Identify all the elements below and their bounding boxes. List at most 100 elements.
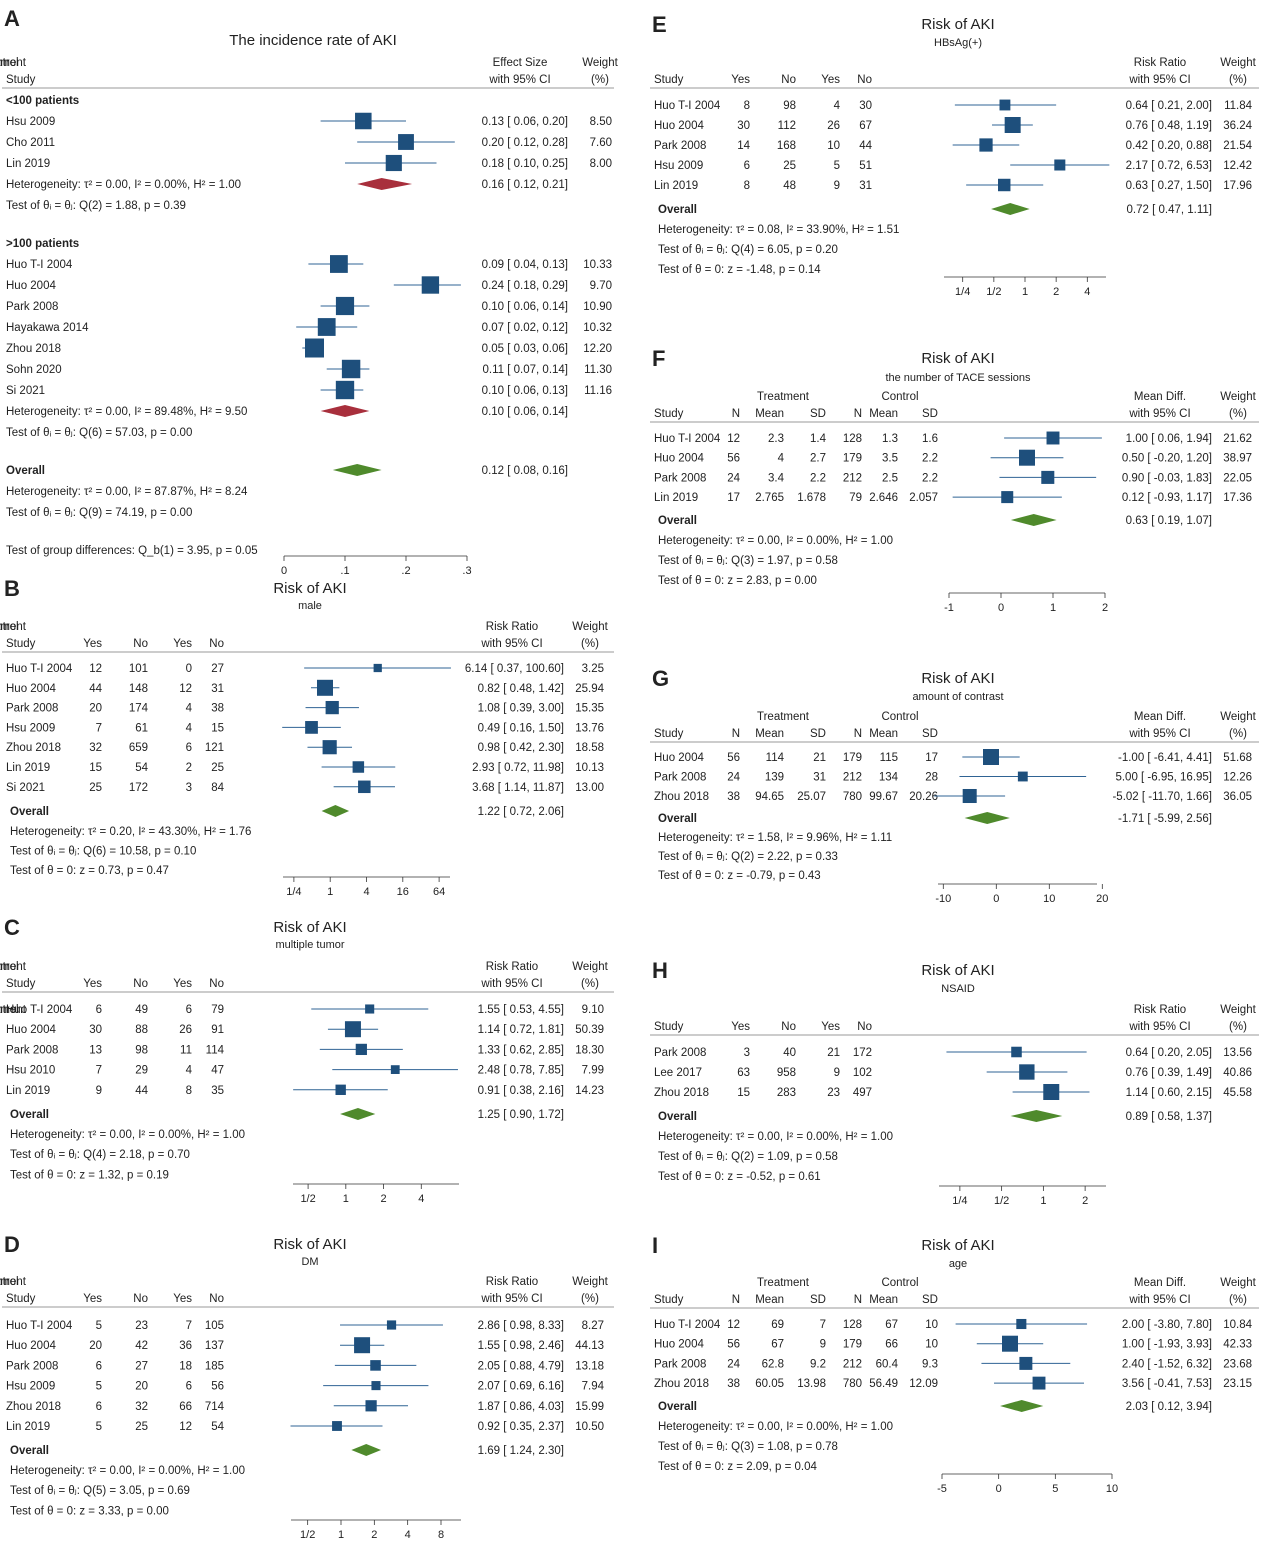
- panel-title: Risk of AKI: [921, 670, 994, 687]
- study-box: [390, 1065, 400, 1074]
- overall-effect-ci: 1.69 [ 1.24, 2.30]: [478, 1445, 564, 1457]
- weight: 17.36: [1223, 492, 1252, 504]
- count-cell: 9.3: [922, 1358, 938, 1370]
- header-effect-ci: with 95% CI: [480, 638, 542, 650]
- test-stat: Test of θ = 0: z = 3.33, p = 0.00: [10, 1505, 169, 1517]
- overall-label: Overall: [658, 813, 697, 825]
- panel-letter: H: [652, 958, 668, 983]
- panel-letter: I: [652, 1233, 658, 1258]
- header-effect-ci: with 95% CI: [1128, 728, 1190, 740]
- axis-tick-label: 1: [327, 886, 333, 898]
- count-cell: 4: [778, 453, 785, 465]
- panel-f: F Risk of AKI the number of TACE sessions S…: [650, 346, 1259, 614]
- panel-g: G Risk of AKI amount of contrast Study Mean …: [650, 666, 1259, 905]
- effect-ci: 1.14 [ 0.60, 2.15]: [1126, 1087, 1212, 1099]
- panel-title: Risk of AKI: [921, 1237, 994, 1254]
- axis-tick-label: 64: [433, 886, 445, 898]
- axis-tick-label: 1/4: [955, 286, 970, 298]
- header-weight: Weight: [1220, 1277, 1256, 1289]
- count-cell: 10: [827, 140, 840, 152]
- weight: 18.30: [575, 1044, 604, 1056]
- count-cell: 21: [813, 752, 826, 764]
- weight: 7.99: [582, 1065, 604, 1077]
- weight: 36.24: [1223, 120, 1252, 132]
- weight: 21.62: [1223, 433, 1252, 445]
- effect-ci: 0.76 [ 0.39, 1.49]: [1126, 1067, 1212, 1079]
- count-cell: 179: [843, 752, 862, 764]
- study-label: Huo 2004: [654, 453, 704, 465]
- axis-tick-label: 1: [1022, 286, 1028, 298]
- study-box: [398, 134, 414, 150]
- study-box: [1017, 771, 1028, 782]
- study-label: Lin 2019: [654, 492, 698, 504]
- axis-tick-label: 2: [1102, 602, 1108, 614]
- count-cell: 35: [211, 1085, 224, 1097]
- weight: 12.42: [1223, 160, 1252, 172]
- study-box: [1019, 1064, 1035, 1080]
- count-cell: 91: [211, 1024, 224, 1036]
- study-box: [373, 663, 382, 673]
- count-cell: 3.5: [882, 453, 898, 465]
- study-label: Si 2021: [6, 782, 45, 794]
- study-box: [335, 1084, 346, 1095]
- weight: 15.99: [575, 1401, 604, 1413]
- study-box: [325, 700, 339, 715]
- axis-tick-label: 1/2: [300, 1193, 315, 1205]
- axis-tick-label: -5: [937, 1483, 947, 1495]
- study-box: [344, 1021, 361, 1038]
- test-stat: Test of θ = 0: z = 1.32, p = 0.19: [10, 1169, 169, 1181]
- study-box: [1011, 1046, 1022, 1058]
- count-cell: 30: [859, 100, 872, 112]
- count-cell: 8: [744, 100, 750, 112]
- axis-tick-label: 4: [405, 1529, 411, 1541]
- overall-diamond: [991, 203, 1030, 215]
- study-label: Zhou 2018: [6, 742, 61, 754]
- count-cell: 148: [129, 683, 148, 695]
- axis-tick-label: 16: [397, 886, 409, 898]
- study-box: [305, 721, 318, 734]
- count-cell: 56.49: [869, 1378, 898, 1390]
- axis-tick-label: 10: [1043, 893, 1055, 905]
- effect-ci: -5.02 [ -11.70, 1.66]: [1112, 791, 1212, 803]
- study-box: [979, 138, 993, 152]
- weight: 14.23: [575, 1085, 604, 1097]
- header-col-n: N: [854, 1294, 862, 1306]
- count-cell: 2.2: [810, 472, 826, 484]
- header-effect-ci: with 95% CI: [488, 74, 550, 86]
- count-cell: 5: [96, 1381, 102, 1393]
- count-cell: 10: [925, 1339, 938, 1351]
- count-cell: 32: [89, 742, 102, 754]
- count-cell: 0: [186, 663, 192, 675]
- count-cell: 212: [843, 772, 862, 784]
- count-cell: 44: [859, 140, 872, 152]
- axis-tick-label: 1: [1040, 1195, 1046, 1207]
- axis-tick-label: 0: [996, 1483, 1002, 1495]
- header-col-no: No: [133, 638, 148, 650]
- study-label: Huo T-I 2004: [6, 259, 73, 271]
- count-cell: 67: [885, 1319, 898, 1331]
- axis-tick-label: 1/4: [952, 1195, 967, 1207]
- test-stat: Heterogeneity: τ² = 0.00, I² = 0.00%, H²…: [658, 535, 893, 547]
- overall-diamond: [1010, 1110, 1063, 1122]
- count-cell: 23: [827, 1087, 840, 1099]
- count-cell: 6: [186, 742, 192, 754]
- study-box: [983, 749, 999, 765]
- count-cell: 98: [135, 1044, 148, 1056]
- panel-subtitle: amount of contrast: [912, 691, 1003, 703]
- count-cell: 1.6: [922, 433, 938, 445]
- study-label: Huo 2004: [654, 120, 704, 132]
- panel-e: E Risk of AKI HBsAg(+) Study Risk Ratio with …: [0, 12, 1259, 298]
- count-cell: 23: [135, 1320, 148, 1332]
- header-effect-ci: with 95% CI: [1128, 1021, 1190, 1033]
- effect-ci: 1.08 [ 0.39, 3.00]: [478, 703, 564, 715]
- effect-ci: 2.86 [ 0.98, 8.33]: [478, 1320, 564, 1332]
- overall-label: Overall: [10, 1445, 49, 1457]
- header-effect: Risk Ratio: [486, 961, 538, 973]
- header-col-yes: Yes: [821, 1021, 840, 1033]
- count-cell: 20.26: [909, 791, 938, 803]
- test-stat: Test of θ = 0: z = 2.09, p = 0.04: [658, 1461, 817, 1473]
- study-box: [1001, 491, 1014, 504]
- count-cell: 2.3: [768, 433, 784, 445]
- axis-tick-label: 1: [1050, 602, 1056, 614]
- effect-ci: 0.76 [ 0.48, 1.19]: [1126, 120, 1212, 132]
